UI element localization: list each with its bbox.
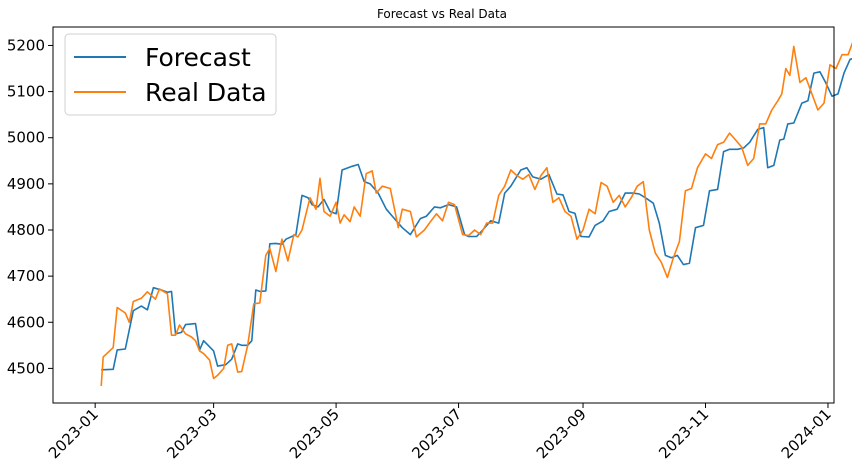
x-tick-label: 2023-01 [45, 405, 102, 462]
legend-label: Real Data [145, 78, 267, 107]
x-tick-label: 2023-09 [533, 405, 590, 462]
y-tick-label: 4900 [7, 175, 45, 193]
x-tick-label: 2023-05 [286, 405, 343, 462]
series-line-real-data [100, 41, 852, 386]
axes-frame [52, 26, 835, 404]
y-tick-label: 5100 [7, 83, 45, 101]
y-axis: 4500 4600 4700 4800 4900 5000 5100 5200 [7, 36, 53, 377]
y-tick-label: 5000 [7, 129, 45, 147]
x-axis: 2023-01 2023-03 2023-05 2023-07 2023-09 2023-… [45, 403, 835, 462]
chart-title: Forecast vs Real Data [377, 7, 507, 21]
x-tick-label: 2023-07 [408, 405, 465, 462]
x-tick-label: 2023-11 [655, 405, 712, 462]
legend-label: Forecast [145, 43, 251, 72]
y-tick-label: 4700 [7, 267, 45, 285]
legend: Forecast Real Data [64, 33, 277, 116]
x-tick-label: 2023-03 [163, 405, 220, 462]
y-tick-label: 4500 [7, 359, 45, 377]
y-tick-label: 4600 [7, 313, 45, 331]
series-lines [100, 41, 852, 386]
y-tick-label: 5200 [7, 36, 45, 54]
legend-box [64, 33, 277, 116]
y-tick-label: 4800 [7, 221, 45, 239]
x-tick-label: 2024-01 [778, 405, 835, 462]
